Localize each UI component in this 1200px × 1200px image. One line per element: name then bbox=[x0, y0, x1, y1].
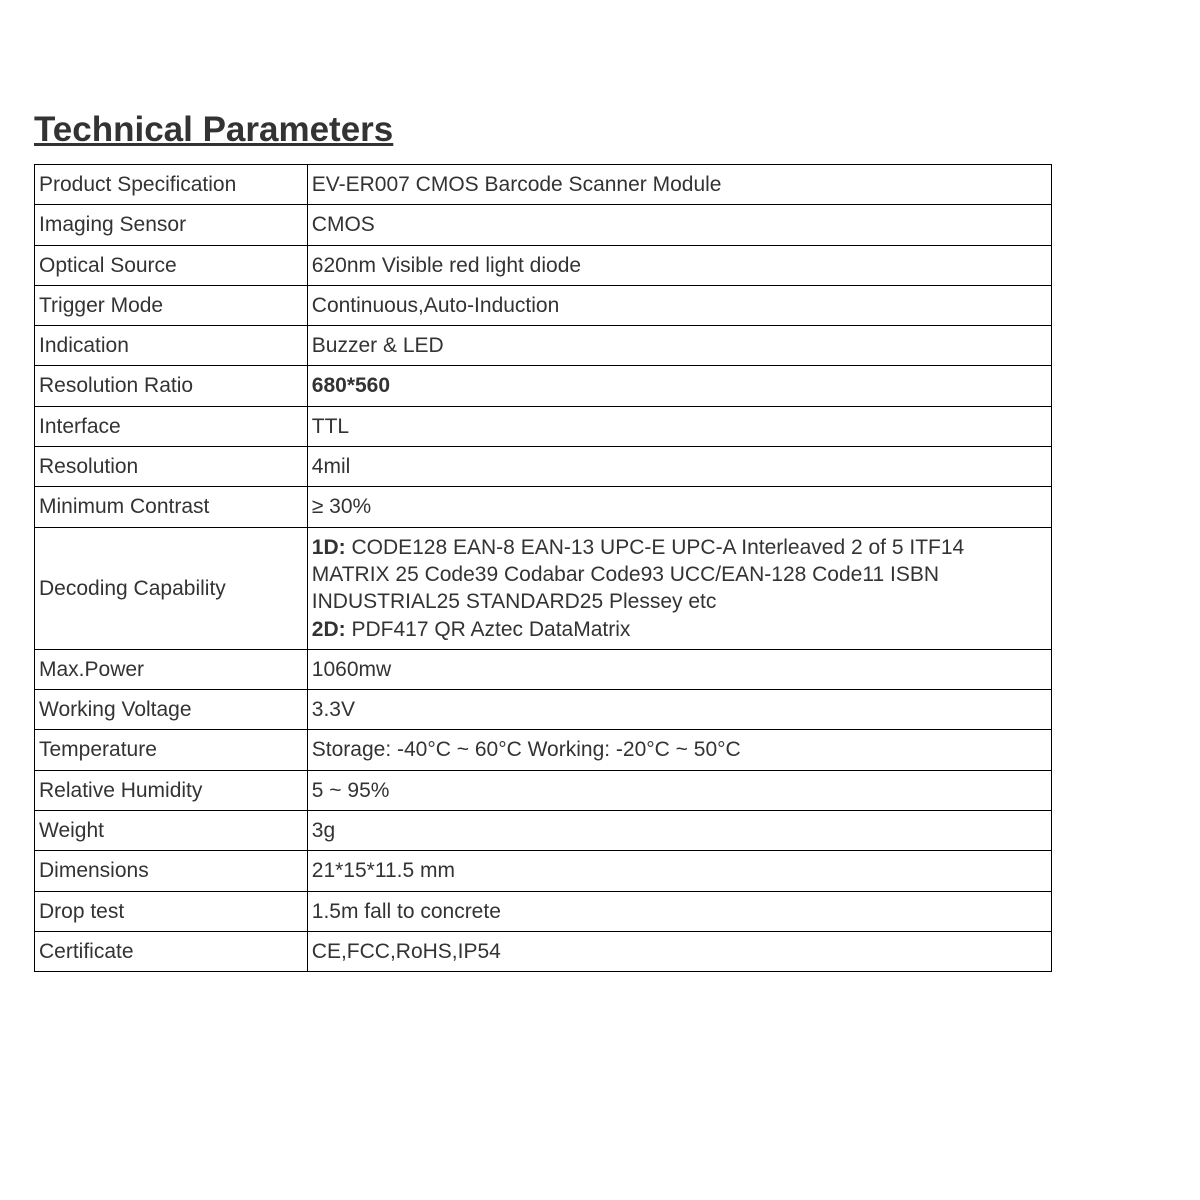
table-row: Weight 3g bbox=[35, 811, 1052, 851]
spec-label: Indication bbox=[35, 326, 308, 366]
table-row: Drop test 1.5m fall to concrete bbox=[35, 891, 1052, 931]
table-row: Indication Buzzer & LED bbox=[35, 326, 1052, 366]
table-row: Product Specification EV-ER007 CMOS Barc… bbox=[35, 165, 1052, 205]
spec-label: Product Specification bbox=[35, 165, 308, 205]
table-row: Relative Humidity 5 ~ 95% bbox=[35, 770, 1052, 810]
table-row: Temperature Storage: -40°C ~ 60°C Workin… bbox=[35, 730, 1052, 770]
spec-value: ≥ 30% bbox=[307, 487, 1051, 527]
spec-value: CE,FCC,RoHS,IP54 bbox=[307, 931, 1051, 971]
spec-label: Resolution Ratio bbox=[35, 366, 308, 406]
table-row: Dimensions 21*15*11.5 mm bbox=[35, 851, 1052, 891]
page-title: Technical Parameters bbox=[34, 110, 1166, 150]
decoding-1d-label: 1D: bbox=[312, 536, 346, 559]
decoding-1d-text: CODE128 EAN-8 EAN-13 UPC-E UPC-A Interle… bbox=[312, 536, 964, 614]
table-row: Minimum Contrast ≥ 30% bbox=[35, 487, 1052, 527]
spec-label: Decoding Capability bbox=[35, 527, 308, 649]
table-row: Resolution 4mil bbox=[35, 447, 1052, 487]
spec-value: TTL bbox=[307, 406, 1051, 446]
spec-value: 5 ~ 95% bbox=[307, 770, 1051, 810]
table-row: Optical Source 620nm Visible red light d… bbox=[35, 245, 1052, 285]
spec-label: Temperature bbox=[35, 730, 308, 770]
table-row: Working Voltage 3.3V bbox=[35, 690, 1052, 730]
spec-value: EV-ER007 CMOS Barcode Scanner Module bbox=[307, 165, 1051, 205]
spec-value: CMOS bbox=[307, 205, 1051, 245]
spec-value: 3.3V bbox=[307, 690, 1051, 730]
spec-value: 3g bbox=[307, 811, 1051, 851]
table-row: Imaging Sensor CMOS bbox=[35, 205, 1052, 245]
spec-label: Drop test bbox=[35, 891, 308, 931]
spec-label: Relative Humidity bbox=[35, 770, 308, 810]
spec-value: 4mil bbox=[307, 447, 1051, 487]
spec-label: Interface bbox=[35, 406, 308, 446]
spec-value: Buzzer & LED bbox=[307, 326, 1051, 366]
spec-label: Weight bbox=[35, 811, 308, 851]
spec-value: 1060mw bbox=[307, 649, 1051, 689]
table-row: Trigger Mode Continuous,Auto-Induction bbox=[35, 285, 1052, 325]
spec-value-decoding: 1D: CODE128 EAN-8 EAN-13 UPC-E UPC-A Int… bbox=[307, 527, 1051, 649]
spec-table: Product Specification EV-ER007 CMOS Barc… bbox=[34, 164, 1052, 972]
decoding-2d-label: 2D: bbox=[312, 618, 346, 641]
spec-label: Optical Source bbox=[35, 245, 308, 285]
spec-label: Max.Power bbox=[35, 649, 308, 689]
spec-value: 680*560 bbox=[307, 366, 1051, 406]
spec-value: Storage: -40°C ~ 60°C Working: -20°C ~ 5… bbox=[307, 730, 1051, 770]
decoding-2d-text: PDF417 QR Aztec DataMatrix bbox=[346, 618, 631, 641]
spec-value: 1.5m fall to concrete bbox=[307, 891, 1051, 931]
spec-label: Imaging Sensor bbox=[35, 205, 308, 245]
spec-label: Trigger Mode bbox=[35, 285, 308, 325]
spec-label: Dimensions bbox=[35, 851, 308, 891]
table-row: Certificate CE,FCC,RoHS,IP54 bbox=[35, 931, 1052, 971]
spec-value: 21*15*11.5 mm bbox=[307, 851, 1051, 891]
table-row: Max.Power 1060mw bbox=[35, 649, 1052, 689]
spec-label: Certificate bbox=[35, 931, 308, 971]
spec-label: Minimum Contrast bbox=[35, 487, 308, 527]
spec-label: Working Voltage bbox=[35, 690, 308, 730]
table-row: Interface TTL bbox=[35, 406, 1052, 446]
spec-value: Continuous,Auto-Induction bbox=[307, 285, 1051, 325]
spec-value: 620nm Visible red light diode bbox=[307, 245, 1051, 285]
spec-label: Resolution bbox=[35, 447, 308, 487]
table-row: Resolution Ratio 680*560 bbox=[35, 366, 1052, 406]
table-row: Decoding Capability 1D: CODE128 EAN-8 EA… bbox=[35, 527, 1052, 649]
